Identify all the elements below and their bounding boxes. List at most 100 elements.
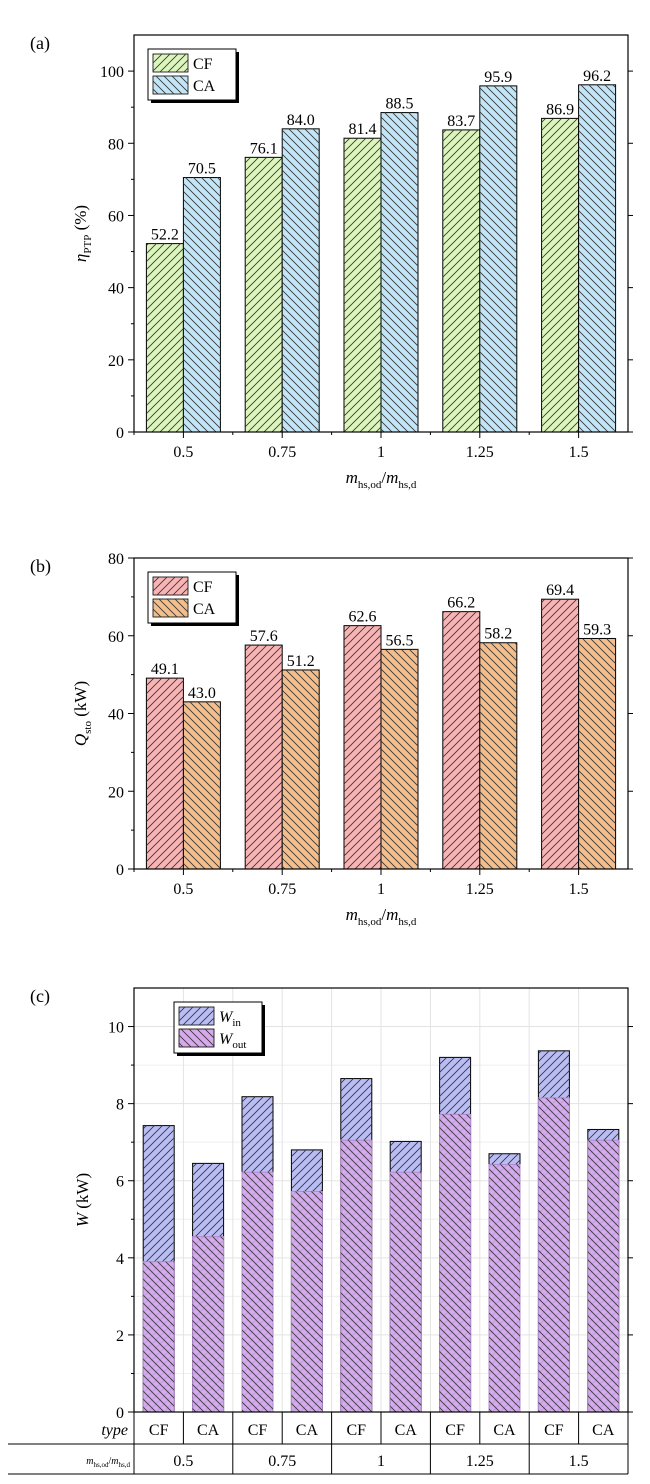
panel-c-type-cell: CF bbox=[347, 1422, 367, 1439]
panel-b-data-label: 58.2 bbox=[484, 626, 512, 643]
panel-c-legend-hatch-w_in bbox=[179, 1007, 214, 1025]
panel-a-chart: (a) 52.2 76.1 81.4 83.7 86.9 70.5 84.0 88.5 95.9 9… bbox=[30, 33, 633, 491]
panel-a-legend-hatch-cf bbox=[153, 54, 188, 72]
panel-b-data-label: 49.1 bbox=[151, 661, 179, 678]
panel-b-x-tick-label: 1.5 bbox=[569, 881, 589, 898]
panel-a-x-axis-label: mhs,od/mhs,d bbox=[346, 468, 417, 491]
panel-a-data-label: 96.2 bbox=[583, 68, 611, 85]
panel-a-bar-hatch bbox=[282, 128, 320, 432]
panel-a-x-tick-label: 1.25 bbox=[466, 444, 494, 461]
panel-a-bar-hatch bbox=[381, 112, 418, 432]
panel-a-bar-hatch bbox=[344, 138, 381, 432]
panel-c-legend-label-w_in: Win bbox=[219, 1009, 241, 1029]
panel-a-y-tick-label: 100 bbox=[100, 64, 124, 81]
panel-c-legend-hatch-w_out bbox=[179, 1029, 214, 1047]
panel-c-group-cell: 0.75 bbox=[268, 1453, 296, 1470]
panel-c-bar-hatch bbox=[390, 1172, 422, 1412]
panel-a-x-tick-label: 1.5 bbox=[569, 444, 589, 461]
panel-a-y-tick-label: 60 bbox=[108, 208, 124, 225]
panel-c-y-tick-label: 2 bbox=[116, 1328, 124, 1345]
panel-c-y-tick-label: 0 bbox=[116, 1405, 124, 1422]
panel-c-bar-hatch bbox=[291, 1191, 323, 1412]
panel-c-y-tick-label: 4 bbox=[116, 1251, 124, 1268]
panel-a-data-label: 76.1 bbox=[250, 140, 278, 157]
panel-c-y-tick-label: 8 bbox=[116, 1097, 124, 1114]
panel-c-legend-label-w_out: Wout bbox=[219, 1031, 246, 1051]
panel-a-data-label: 95.9 bbox=[484, 69, 512, 86]
panel-b-y-tick-label: 80 bbox=[108, 551, 124, 568]
panel-b-bar-hatch bbox=[381, 649, 418, 869]
panel-b-legend-label-ca: CA bbox=[193, 601, 216, 618]
panel-a-data-label: 84.0 bbox=[287, 112, 315, 129]
panel-a-bar-hatch bbox=[578, 84, 616, 433]
panel-a-y-axis-label: ηPTP (%) bbox=[71, 205, 94, 262]
panel-b-bar-hatch bbox=[183, 701, 221, 869]
panel-a-y-tick-label: 20 bbox=[108, 353, 124, 370]
panel-b-y-axis-label: Qsto (kW) bbox=[71, 681, 94, 746]
panel-b-legend-label-cf: CF bbox=[193, 579, 213, 596]
panel-c-type-cell: CA bbox=[296, 1422, 319, 1439]
panel-c-label: (c) bbox=[30, 986, 50, 1007]
panel-c-bar-hatch bbox=[340, 1140, 372, 1412]
panel-a-data-label: 70.5 bbox=[188, 161, 216, 178]
panel-c-group-cell: 1.25 bbox=[466, 1453, 494, 1470]
panel-b-data-label: 59.3 bbox=[583, 621, 611, 638]
panel-a-y-tick-label: 80 bbox=[108, 136, 124, 153]
panel-c-bottom-table: CF CA CF CA CF CA CF CA CF CA0.5 0.75 1 1.25 1.5typem… bbox=[8, 1412, 629, 1475]
panel-c-bar-hatch bbox=[439, 1114, 471, 1412]
panel-c-y-tick-label: 10 bbox=[108, 1020, 124, 1037]
panel-b-data-label: 56.5 bbox=[386, 632, 414, 649]
panel-b-data-label: 51.2 bbox=[287, 653, 315, 670]
panel-c-row-label-ratio: mhs,od/mhs,d bbox=[86, 1456, 130, 1469]
panel-b-legend-hatch-ca bbox=[153, 599, 188, 617]
panel-a-y-tick-label: 40 bbox=[108, 281, 124, 298]
panel-a-bar-hatch bbox=[541, 118, 579, 433]
panel-a-bar-hatch bbox=[146, 243, 184, 432]
panel-c-bar-hatch bbox=[192, 1236, 224, 1412]
panel-b-bar-hatch bbox=[146, 678, 184, 869]
panel-b-legend-hatch-cf bbox=[153, 577, 188, 595]
panel-c-type-cell: CF bbox=[248, 1422, 268, 1439]
panel-b-x-axis-label: mhs,od/mhs,d bbox=[346, 905, 417, 928]
panel-c-bar-hatch bbox=[489, 1164, 520, 1412]
panel-a-x-tick-label: 0.5 bbox=[173, 444, 193, 461]
panel-b-chart: (b) 49.1 57.6 62.6 66.2 69.4 43.0 51.2 56.5 58.2 5… bbox=[30, 551, 633, 928]
panel-b-bar-hatch bbox=[479, 642, 517, 869]
panel-c-bar-hatch bbox=[587, 1140, 619, 1412]
panel-c-row-label-type: type bbox=[101, 1422, 128, 1439]
panel-b-bar-hatch bbox=[541, 599, 579, 869]
panel-b-bar-hatch bbox=[578, 638, 616, 869]
panel-a-legend-label-cf: CF bbox=[193, 56, 213, 73]
panel-a-x-tick-label: 1 bbox=[377, 444, 385, 461]
panel-a-bar-hatch bbox=[479, 85, 517, 432]
panel-c-type-cell: CF bbox=[544, 1422, 564, 1439]
panel-a-data-label: 88.5 bbox=[386, 96, 414, 113]
panel-c-type-cell: CA bbox=[197, 1422, 220, 1439]
panel-a-data-label: 86.9 bbox=[546, 101, 574, 118]
panel-b-bar-hatch bbox=[282, 669, 320, 869]
panel-a-data-label: 81.4 bbox=[349, 121, 377, 138]
panel-b-x-tick-label: 1.25 bbox=[466, 881, 494, 898]
panel-b-data-label: 43.0 bbox=[188, 685, 216, 702]
panel-b-x-tick-label: 1 bbox=[377, 881, 385, 898]
panel-c-y-tick-label: 6 bbox=[116, 1174, 124, 1191]
panel-b-bar-hatch bbox=[344, 625, 381, 869]
panel-c-type-cell: CA bbox=[395, 1422, 418, 1439]
panel-a-bar-hatch bbox=[442, 129, 480, 432]
panel-c-y-axis-label: W (kW) bbox=[73, 1173, 92, 1227]
panel-b-data-label: 69.4 bbox=[546, 582, 574, 599]
panel-b-y-tick-label: 20 bbox=[108, 784, 124, 801]
panel-c-bar-hatch bbox=[143, 1261, 175, 1412]
panel-a-y-tick-label: 0 bbox=[116, 425, 124, 442]
panel-a-bar-hatch bbox=[245, 157, 283, 432]
panel-c-bar-hatch bbox=[242, 1172, 273, 1412]
panel-c-type-cell: CF bbox=[149, 1422, 169, 1439]
panel-a-label: (a) bbox=[30, 33, 50, 54]
panel-c-group-cell: 0.5 bbox=[173, 1453, 193, 1470]
panel-b-y-tick-label: 0 bbox=[116, 862, 124, 879]
panel-b-y-tick-label: 40 bbox=[108, 707, 124, 724]
panel-b-bar-hatch bbox=[442, 611, 480, 869]
panel-a-x-tick-label: 0.75 bbox=[268, 444, 296, 461]
panel-b-data-label: 66.2 bbox=[447, 595, 475, 612]
